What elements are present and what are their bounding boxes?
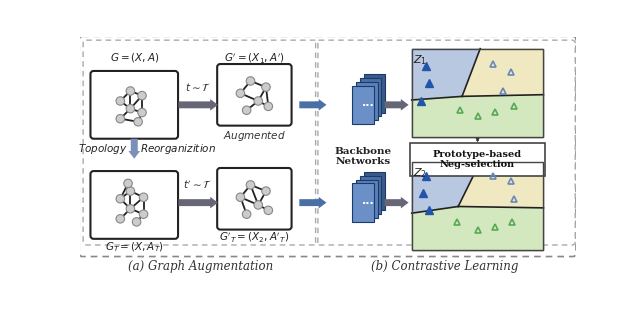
FancyBboxPatch shape [356, 180, 378, 218]
Circle shape [254, 97, 262, 105]
Circle shape [262, 187, 270, 195]
Circle shape [246, 77, 255, 85]
Text: $\mathit{Topology}$: $\mathit{Topology}$ [78, 142, 128, 156]
Text: $t\sim\mathcal{T}$: $t\sim\mathcal{T}$ [184, 81, 211, 92]
Circle shape [246, 181, 255, 189]
Circle shape [126, 87, 134, 95]
Text: $\mathit{Reorganizition}$: $\mathit{Reorganizition}$ [140, 142, 216, 156]
Circle shape [140, 210, 148, 218]
Polygon shape [179, 197, 218, 208]
FancyBboxPatch shape [90, 171, 178, 239]
FancyBboxPatch shape [412, 49, 543, 137]
FancyBboxPatch shape [90, 71, 178, 139]
Circle shape [126, 104, 134, 113]
Circle shape [116, 114, 125, 123]
Text: Backbone
Networks: Backbone Networks [334, 147, 392, 166]
Circle shape [126, 205, 134, 213]
Text: $\mathit{Augmented}$: $\mathit{Augmented}$ [223, 129, 286, 143]
FancyBboxPatch shape [360, 78, 381, 116]
Circle shape [264, 102, 273, 111]
Circle shape [138, 91, 147, 100]
FancyBboxPatch shape [412, 162, 543, 250]
Circle shape [116, 195, 125, 203]
Text: $G_T = (X, A_T)$: $G_T = (X, A_T)$ [105, 240, 164, 254]
Circle shape [116, 97, 125, 105]
FancyBboxPatch shape [352, 86, 374, 124]
Text: Prototype-based
Neg-selection: Prototype-based Neg-selection [433, 150, 522, 169]
Polygon shape [458, 162, 543, 208]
Circle shape [262, 83, 270, 91]
Circle shape [140, 193, 148, 201]
Circle shape [264, 206, 273, 214]
Circle shape [254, 201, 262, 209]
Circle shape [243, 106, 251, 114]
Polygon shape [412, 162, 480, 213]
Circle shape [134, 117, 142, 126]
Polygon shape [462, 49, 543, 96]
Circle shape [126, 187, 134, 195]
Polygon shape [179, 99, 218, 111]
FancyBboxPatch shape [352, 183, 374, 222]
Text: ...: ... [362, 98, 375, 108]
Circle shape [236, 89, 244, 98]
Text: (b) Contrastive Learning: (b) Contrastive Learning [371, 260, 518, 273]
Polygon shape [129, 139, 140, 159]
Text: $Z_1$: $Z_1$ [413, 53, 428, 67]
FancyBboxPatch shape [360, 176, 381, 214]
Circle shape [116, 214, 125, 223]
Polygon shape [385, 197, 408, 208]
Polygon shape [385, 99, 408, 111]
Polygon shape [412, 95, 543, 137]
FancyBboxPatch shape [217, 64, 292, 126]
Text: ...: ... [362, 196, 375, 206]
Text: (a) Graph Augmentation: (a) Graph Augmentation [127, 260, 273, 273]
FancyBboxPatch shape [364, 74, 385, 112]
Text: $G'_T = (X_2, A'_T)$: $G'_T = (X_2, A'_T)$ [220, 230, 289, 244]
Circle shape [132, 218, 141, 226]
Polygon shape [412, 206, 543, 250]
Circle shape [236, 193, 244, 201]
Text: $G = (X, A)$: $G = (X, A)$ [109, 51, 159, 64]
Circle shape [138, 108, 147, 117]
Circle shape [243, 210, 251, 218]
Polygon shape [300, 99, 326, 111]
FancyBboxPatch shape [217, 168, 292, 230]
Polygon shape [300, 197, 326, 208]
FancyBboxPatch shape [364, 172, 385, 210]
Polygon shape [412, 49, 480, 100]
FancyBboxPatch shape [410, 143, 545, 176]
Text: $Z_2$: $Z_2$ [413, 167, 428, 180]
Text: $t'\sim\mathcal{T}$: $t'\sim\mathcal{T}$ [183, 179, 212, 191]
FancyBboxPatch shape [356, 82, 378, 120]
Text: $G' = (X_1, A')$: $G' = (X_1, A')$ [224, 51, 285, 65]
Circle shape [124, 179, 132, 188]
